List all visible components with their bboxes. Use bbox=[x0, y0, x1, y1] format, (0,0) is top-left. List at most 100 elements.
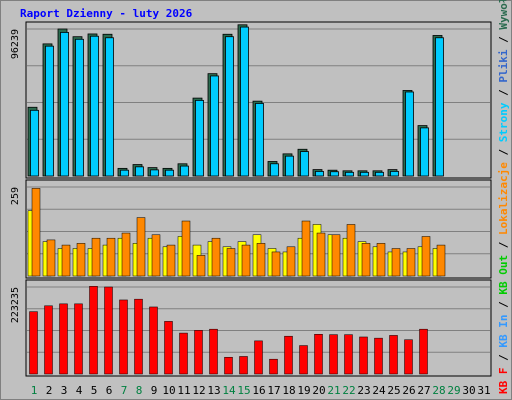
x-tick-label: 4 bbox=[76, 384, 83, 397]
bar-lokalizacje-day-9 bbox=[151, 234, 161, 277]
legend-separator: / bbox=[497, 30, 510, 50]
x-tick-label: 7 bbox=[121, 384, 128, 397]
x-tick-label: 10 bbox=[162, 384, 175, 397]
x-tick-label: 22 bbox=[342, 384, 355, 397]
x-axis-day-labels: 1 2 3 4 5 6 7 8 9 10 11 12 13 14 15 16 17 18 19 20 21 22 23 24 2… bbox=[31, 384, 491, 397]
bar-lokalizacje-day-5 bbox=[91, 237, 101, 277]
x-tick-label: 17 bbox=[267, 384, 280, 397]
x-tick-label: 31 bbox=[477, 384, 490, 397]
legend-separator: / bbox=[497, 235, 510, 255]
bar-strony-day-13 bbox=[210, 75, 219, 177]
bar-kbf-day-9 bbox=[149, 306, 158, 375]
x-tick-label: 11 bbox=[177, 384, 190, 397]
bar-strony-day-19 bbox=[300, 151, 309, 177]
bar-lokalizacje-day-8 bbox=[136, 217, 146, 277]
bar-kbf-day-13 bbox=[209, 328, 218, 375]
legend-entry: KB In bbox=[497, 315, 510, 348]
x-tick-label: 21 bbox=[327, 384, 340, 397]
bar-kbf-day-8 bbox=[134, 298, 143, 375]
chart-panel-2: 259 bbox=[10, 179, 492, 279]
bar-lokalizacje-day-27 bbox=[421, 236, 431, 277]
bar-lokalizacje-day-19 bbox=[301, 220, 311, 277]
x-tick-label: 19 bbox=[297, 384, 310, 397]
bar-lokalizacje-day-3 bbox=[61, 244, 71, 277]
bar-strony-day-25 bbox=[390, 171, 399, 177]
bar-kbf-day-17 bbox=[269, 358, 278, 375]
bar-kbf-day-16 bbox=[254, 340, 263, 375]
x-tick-label: 16 bbox=[252, 384, 265, 397]
bar-kbf-day-1 bbox=[29, 311, 38, 375]
x-tick-label: 27 bbox=[417, 384, 430, 397]
bar-lokalizacje-day-16 bbox=[256, 243, 266, 277]
bar-lokalizacje-day-6 bbox=[106, 237, 116, 277]
x-tick-label: 8 bbox=[136, 384, 143, 397]
bar-strony-day-18 bbox=[285, 155, 294, 177]
x-tick-label: 12 bbox=[192, 384, 205, 397]
x-tick-label: 2 bbox=[46, 384, 53, 397]
x-tick-label: 3 bbox=[61, 384, 68, 397]
x-tick-label: 23 bbox=[357, 384, 370, 397]
bar-strony-day-12 bbox=[195, 99, 204, 177]
legend-separator: / bbox=[497, 142, 510, 162]
x-tick-label: 15 bbox=[237, 384, 250, 397]
bar-kbf-day-22 bbox=[344, 334, 353, 375]
x-tick-label: 24 bbox=[372, 384, 386, 397]
bar-kbf-day-23 bbox=[359, 336, 368, 375]
bar-lokalizacje-day-14 bbox=[226, 248, 236, 277]
bar-kbf-day-2 bbox=[44, 305, 53, 375]
bar-strony-day-22 bbox=[345, 171, 354, 177]
legend-entry: Lokalizacje bbox=[497, 162, 510, 235]
bar-kbf-day-4 bbox=[74, 303, 83, 375]
chart-panel-1: 96239 bbox=[10, 21, 492, 179]
x-tick-label: 5 bbox=[91, 384, 98, 397]
bar-kbf-day-10 bbox=[164, 321, 173, 375]
legend-entry: Pliki bbox=[497, 49, 510, 82]
bar-strony-day-20 bbox=[315, 171, 324, 177]
bar-strony-day-28 bbox=[435, 37, 444, 177]
bar-lokalizacje-day-10 bbox=[166, 244, 176, 277]
bar-strony-day-4 bbox=[75, 38, 84, 177]
bar-kbf-day-5 bbox=[89, 286, 98, 375]
bar-strony-day-24 bbox=[375, 171, 384, 177]
bar-strony-day-8 bbox=[135, 166, 144, 177]
bar-kbf-day-24 bbox=[374, 337, 383, 375]
bar-kbf-day-14 bbox=[224, 356, 233, 375]
bar-strony-day-16 bbox=[255, 103, 264, 177]
bar-lokalizacje-day-12 bbox=[196, 255, 206, 277]
y-tick-label-1: 96239 bbox=[10, 29, 21, 59]
bar-kbf-day-15 bbox=[239, 356, 248, 375]
chart-title: Raport Dzienny - luty 2026 bbox=[20, 7, 193, 20]
bar-kbf-day-7 bbox=[119, 299, 128, 375]
bar-strony-day-14 bbox=[225, 36, 234, 177]
bar-kbf-day-6 bbox=[104, 286, 113, 375]
legend-entry: KB Out bbox=[497, 255, 510, 295]
bar-lokalizacje-day-1 bbox=[31, 188, 41, 277]
bar-lokalizacje-day-2 bbox=[46, 239, 56, 277]
legend-separator: / bbox=[497, 295, 510, 315]
bar-strony-day-2 bbox=[45, 45, 54, 177]
legend-entry: KB F bbox=[497, 368, 510, 395]
bar-lokalizacje-day-24 bbox=[376, 243, 386, 277]
chart-legend: KB F / KB In / KB Out / Lokalizacje / St… bbox=[497, 0, 510, 394]
bar-strony-day-23 bbox=[360, 171, 369, 177]
x-tick-label: 9 bbox=[151, 384, 158, 397]
bar-strony-day-11 bbox=[180, 165, 189, 177]
x-tick-label: 14 bbox=[222, 384, 236, 397]
bar-lokalizacje-day-25 bbox=[391, 248, 401, 277]
bar-lokalizacje-day-7 bbox=[121, 232, 131, 277]
x-tick-label: 20 bbox=[312, 384, 325, 397]
bar-strony-day-21 bbox=[330, 171, 339, 177]
bar-strony-day-3 bbox=[60, 32, 69, 177]
x-tick-label: 13 bbox=[207, 384, 220, 397]
bar-strony-day-1 bbox=[30, 109, 39, 177]
bar-lokalizacje-day-23 bbox=[361, 243, 371, 277]
bar-kbf-day-11 bbox=[179, 332, 188, 375]
bar-kbf-day-12 bbox=[194, 330, 203, 375]
bar-lokalizacje-day-18 bbox=[286, 246, 296, 277]
bar-lokalizacje-day-21 bbox=[331, 234, 341, 277]
bar-strony-day-26 bbox=[405, 91, 414, 177]
bar-strony-day-17 bbox=[270, 163, 279, 177]
x-tick-label: 26 bbox=[402, 384, 415, 397]
bar-kbf-day-18 bbox=[284, 335, 293, 375]
